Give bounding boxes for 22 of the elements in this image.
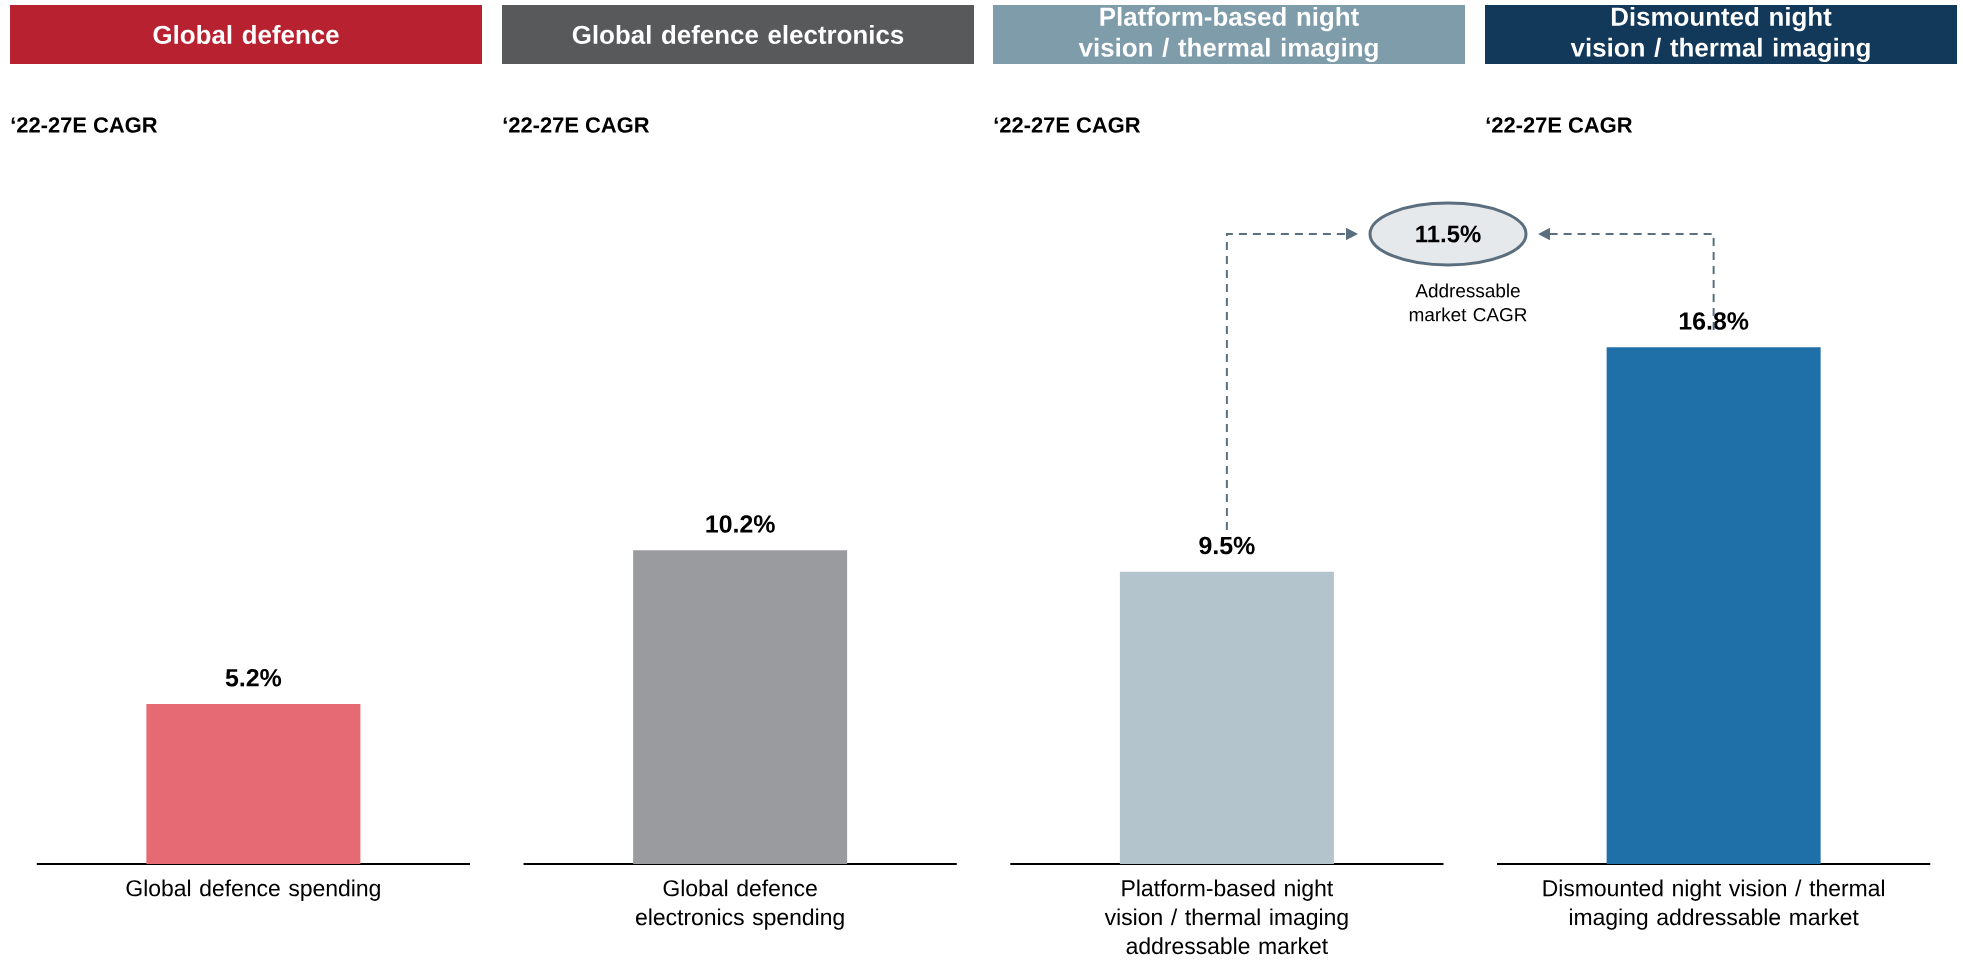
data-label: 16.8% [1679,312,1749,330]
bar [1606,347,1821,865]
text: Dismounted night vision / thermal imaging [1570,6,1870,63]
text: Platform-based night vision / thermal imaging [1078,6,1378,63]
data-label: 9.5% [1199,536,1255,555]
text: Global defence [153,24,339,45]
x-tick-label: Dismounted night vision / thermal imaging addressable market [1543,879,1884,930]
text: Global defence electronics [572,24,904,45]
text: ‘22-27E CAGR [11,117,158,133]
text: ‘22-27E CAGR [994,117,1141,133]
bar [146,704,361,865]
x-tick-label: Global defence spending [126,879,380,901]
text: Addressable market CAGR [1409,283,1527,322]
x-tick-label: Platform-based night vision / thermal imaging addressable market [1104,879,1348,955]
text: ‘22-27E CAGR [1486,117,1633,133]
data-label: 10.2% [706,515,775,533]
x-tick-label: Global defence electronics spending [636,879,844,930]
data-label: 5.2% [225,668,282,687]
text: ‘22-27E CAGR [503,117,650,133]
text: 11.5% [1416,225,1481,243]
bar [1119,571,1334,865]
bar [633,550,848,865]
